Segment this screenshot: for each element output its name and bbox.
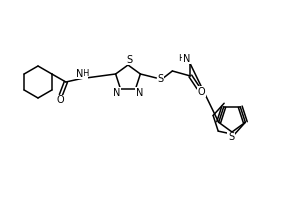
Text: N: N [136, 88, 143, 98]
Text: H: H [82, 70, 88, 78]
Text: S: S [157, 74, 164, 84]
Text: S: S [126, 55, 132, 65]
Text: O: O [198, 87, 205, 97]
Text: H: H [178, 54, 184, 63]
Text: N: N [76, 69, 83, 79]
Text: N: N [183, 54, 190, 64]
Text: O: O [56, 95, 64, 105]
Text: N: N [113, 88, 120, 98]
Text: S: S [228, 132, 234, 142]
